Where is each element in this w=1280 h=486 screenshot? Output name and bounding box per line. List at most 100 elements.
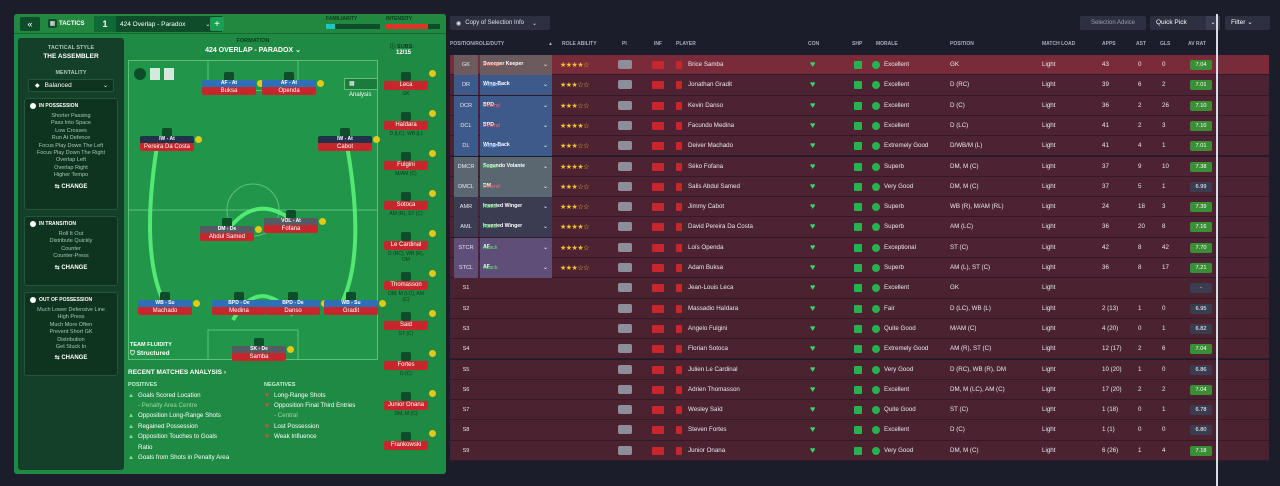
col-ast[interactable]: AST [1136,41,1146,47]
table-row[interactable]: STCL AF Attack ⌄ ★★★☆☆ Adam Buksa ♥ Superb AM (L… [450,258,1269,279]
pi-icon[interactable] [618,141,632,151]
pi-icon[interactable] [618,344,632,354]
pi-icon[interactable] [618,161,632,171]
pi-icon[interactable] [618,80,632,90]
player-name[interactable]: Kevin Danso [688,101,724,109]
pi-icon[interactable] [618,202,632,212]
player-name[interactable]: Séko Fofana [688,162,724,170]
player-name[interactable]: Salis Abdul Samed [688,182,740,190]
player-name[interactable]: David Pereira Da Costa [688,223,753,231]
role-duty-select[interactable]: DM Defend ⌄ [480,176,552,197]
analysis-button[interactable]: ▦ Analysis [344,78,378,98]
pi-icon[interactable] [618,303,632,313]
pi-icon[interactable] [618,100,632,110]
bar-chart-icon[interactable] [150,68,160,80]
col-avrat[interactable]: AV RAT [1188,41,1206,47]
table-row[interactable]: DL Wing-Back Support ⌄ ★★★☆☆ Deiver Machado ♥ E… [450,136,1269,157]
table-row[interactable]: AMR Inverted Winger Attack ⌄ ★★★☆☆ Jimmy Cabo… [450,197,1269,218]
pi-icon[interactable] [618,425,632,435]
pi-icon[interactable] [618,445,632,455]
role-duty-select[interactable]: Sweeper Keeper Defend ⌄ [480,55,552,75]
table-row[interactable]: S8 Steven Fortes ♥ Excellent D (C) Light 1 (1)… [450,420,1269,441]
mentality-select[interactable]: ◆ Balanced ⌄ [28,79,114,92]
role-duty-select[interactable]: Inverted Winger Attack ⌄ [480,197,552,218]
table-row[interactable]: S9 Junior Onana ♥ Very Good DM, M (C) Light 6 … [450,440,1269,461]
table-row[interactable]: S1 Jean-Louis Leca ♥ Excellent GK Light - [450,278,1269,299]
table-row[interactable]: DMCL DM Defend ⌄ ★★★☆☆ Salis Abdul Samed ♥ Very… [450,176,1269,198]
table-row[interactable]: S2 Massadio Haïdara ♥ Fair D (LC), WB (L) Lig… [450,298,1269,319]
col-morale[interactable]: MORALE [876,41,898,47]
tactic-selector[interactable]: 424 Overlap - Paradox ⌄ [116,16,222,32]
pi-icon[interactable] [618,323,632,333]
pitch[interactable]: ▦ Analysis AF - At Buksa AF - At Openda IW -… [128,60,386,361]
pi-icon[interactable] [618,263,632,272]
player-name[interactable]: Deiver Machado [688,142,734,150]
player-name[interactable]: Jimmy Cabot [688,203,725,211]
table-row[interactable]: DCR BPD Defend ⌄ ★★★☆☆ Kevin Danso ♥ Excellent D… [450,95,1269,116]
tactic-number[interactable]: 1 [94,16,116,32]
pitch-player-card[interactable]: AF - At Buksa [202,72,264,95]
col-con[interactable]: CON [808,41,820,47]
table-row[interactable]: S4 Florian Sotoca ♥ Extremely Good AM (R), S… [450,339,1269,360]
pi-icon[interactable] [618,242,632,252]
pitch-player-card[interactable]: IW - At Cabot [318,128,380,151]
selection-advice-button[interactable]: Selection Advice [1080,16,1146,30]
pitch-player-card[interactable]: WB - Su Machado [138,292,200,315]
role-duty-select[interactable]: AF Attack ⌄ [480,258,552,278]
role-duty-select[interactable]: BPD Defend ⌄ [480,95,552,116]
change-possession-button[interactable]: ⇆ CHANGE [54,183,88,190]
scrollbar[interactable] [1216,14,1218,486]
role-duty-select[interactable]: BPD Defend ⌄ [480,115,552,136]
pi-icon[interactable] [618,120,632,130]
pitch-player-card[interactable]: BPD - De Danso [266,292,328,315]
col-pos[interactable]: POSITION [950,41,974,47]
player-name[interactable]: Jonathan Gradit [688,81,733,89]
tactical-style-name[interactable]: THE ASSEMBLER [43,53,99,60]
table-row[interactable]: GK Sweeper Keeper Defend ⌄ ★★★★☆ Brice Samba ♥… [450,55,1269,76]
role-duty-select[interactable]: Wing-Back Support ⌄ [480,136,552,157]
view-toggle-icons[interactable] [134,68,174,80]
person-icon[interactable] [134,68,146,80]
role-duty-select[interactable]: Segundo Volante Attack ⌄ [480,156,552,177]
col-inf[interactable]: INF [654,41,663,47]
list-icon[interactable] [164,68,174,80]
player-name[interactable]: Loïs Openda [688,243,724,251]
player-name[interactable]: Brice Samba [688,61,724,68]
pi-icon[interactable] [618,222,632,232]
pi-icon[interactable] [618,405,632,415]
col-shp[interactable]: SHP [852,41,863,47]
change-transition-button[interactable]: ⇆ CHANGE [54,264,88,271]
back-button[interactable]: « [20,17,40,31]
change-out-possession-button[interactable]: ⇆ CHANGE [54,355,88,362]
player-name[interactable]: Facundo Medina [688,121,735,129]
analysis-title[interactable]: RECENT MATCHES ANALYSIS › [128,369,226,376]
col-gls[interactable]: GLS [1160,41,1171,47]
quick-pick-button[interactable]: Quick Pick [1150,16,1220,30]
pitch-player-card[interactable]: BPD - De Medina [212,292,274,315]
player-name[interactable]: Angelo Fulgini [688,324,728,332]
player-name[interactable]: Adrien Thomasson [688,385,740,393]
formation-name[interactable]: 424 OVERLAP - PARADOX ⌄ [205,47,301,54]
table-row[interactable]: S5 Julien Le Cardinal ♥ Very Good D (RC), WB… [450,359,1269,380]
col-role-ability[interactable]: ROLE ABILITY [562,41,597,47]
table-row[interactable]: DMCR Segundo Volante Attack ⌄ ★★★★☆ Séko Fofa… [450,156,1269,177]
col-apps[interactable]: APPS [1102,41,1116,47]
copy-selection-button[interactable]: ◉ Copy of Selection Info ⌄ [450,16,550,30]
player-name[interactable]: Julien Le Cardinal [688,365,738,373]
table-row[interactable]: DCL BPD Defend ⌄ ★★★★☆ Facundo Medina ♥ Excelle… [450,115,1269,137]
role-duty-select[interactable]: Inverted Winger Attack ⌄ [480,217,552,238]
col-player[interactable]: PLAYER [676,41,696,47]
table-row[interactable]: AML Inverted Winger Attack ⌄ ★★★★☆ David Pere… [450,217,1269,238]
col-load[interactable]: MATCH LOAD [1042,41,1076,47]
player-name[interactable]: Junior Onana [688,446,726,454]
player-name[interactable]: Adam Buksa [688,264,724,271]
table-row[interactable]: S7 Wesley Saïd ♥ Quite Good ST (C) Light 1 (18… [450,400,1269,421]
pitch-player-card[interactable]: AF - At Openda [262,72,324,95]
player-name[interactable]: Wesley Saïd [688,406,723,414]
pi-icon[interactable] [618,364,632,374]
player-name[interactable]: Steven Fortes [688,426,727,434]
pitch-player-card[interactable]: VOL - At Fofana [264,210,326,233]
pi-icon[interactable] [618,60,632,69]
player-name[interactable]: Florian Sotoca [688,345,728,353]
table-row[interactable]: S3 Angelo Fulgini ♥ Quite Good M/AM (C) Light… [450,318,1269,340]
